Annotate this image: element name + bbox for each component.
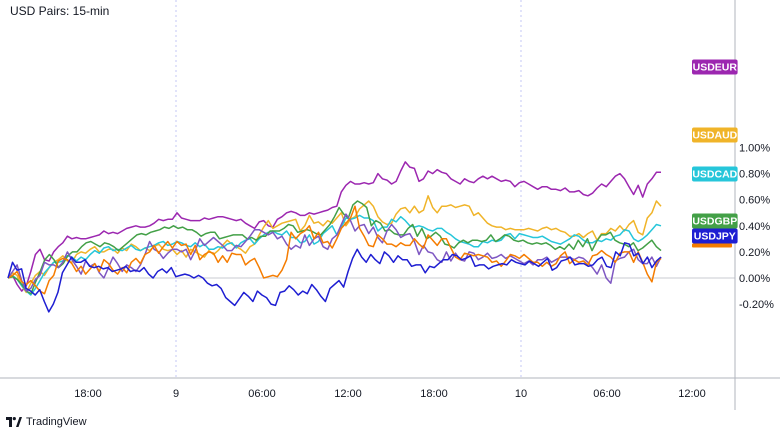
chart-title: USD Pairs: 15-min [10,4,109,18]
x-tick-label: 18:00 [420,388,448,400]
x-axis: 18:00 9 06:00 12:00 18:00 10 06:00 12:00 [74,388,706,400]
tradingview-logo-icon [6,417,22,427]
y-tick-label: 0.80% [739,169,770,181]
x-tick-label: 10 [515,388,527,400]
series-line-usdaud [7,195,662,294]
badge-label: USDJPY [694,231,736,243]
badge-usdeur: USDEUR [692,59,738,75]
series-badges: USDEUR USDAUD USDCAD USDGBP USDJPY [692,59,738,248]
tradingview-brand[interactable]: TradingView [6,416,87,428]
x-tick-label: 06:00 [248,388,276,400]
x-tick-label: 9 [173,388,179,400]
badge-usdcad: USDCAD [692,166,738,182]
badge-usdgbp: USDGBP [692,213,738,229]
y-axis: 1.00% 0.80% 0.60% 0.40% 0.20% 0.00% -0.20% [739,143,774,312]
series-layer [7,161,662,313]
day-separators [175,0,522,378]
y-tick-label: 0.60% [739,195,770,207]
x-tick-label: 18:00 [74,388,102,400]
x-tick-label: 06:00 [593,388,621,400]
series-line-usdjpy [7,242,662,313]
y-tick-label: 1.00% [739,143,770,155]
badge-overlap-marker [692,243,732,248]
y-tick-label: 0.40% [739,221,770,233]
series-line-usdcad [7,214,662,296]
tradingview-text: TradingView [26,416,87,428]
y-tick-label: 0.20% [739,247,770,259]
badge-label: USDEUR [693,62,738,74]
series-line-unlabeled-5 [7,205,662,295]
badge-usdaud: USDAUD [692,127,738,143]
x-tick-label: 12:00 [334,388,362,400]
badge-label: USDGBP [692,216,737,228]
badge-label: USDAUD [692,130,737,142]
x-tick-label: 12:00 [678,388,706,400]
y-tick-label: 0.00% [739,273,770,285]
y-tick-label: -0.20% [739,299,774,311]
series-line-usdeur [7,161,661,292]
series-line-unlabeled-6 [7,213,662,292]
badge-usdjpy: USDJPY [692,228,738,244]
badge-label: USDCAD [692,169,737,181]
series-line-usdgbp [7,200,662,295]
